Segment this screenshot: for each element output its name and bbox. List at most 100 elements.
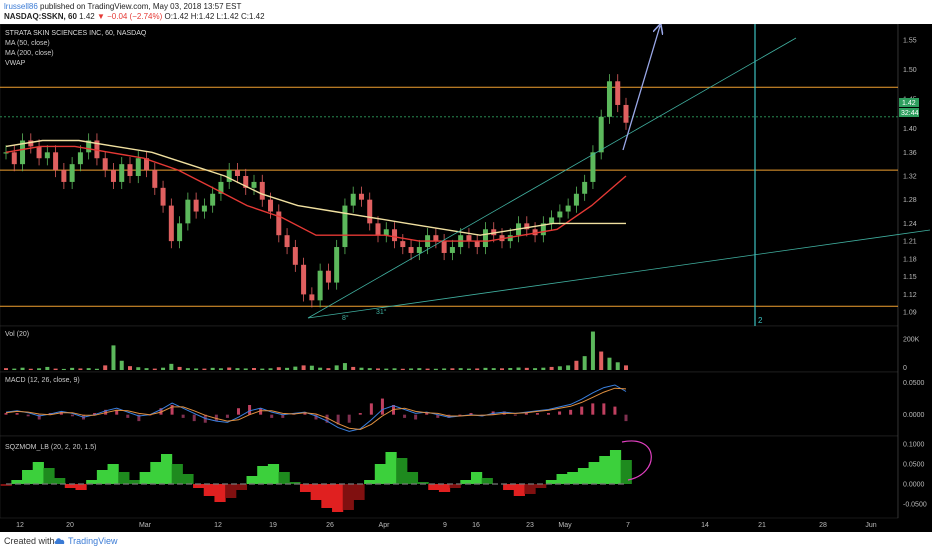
volume-bar-41[interactable] [342,363,347,370]
candle-70[interactable] [582,181,588,194]
candle-17[interactable] [144,158,150,171]
candle-0[interactable] [3,152,9,154]
candle-56[interactable] [466,235,472,242]
candle-6[interactable] [53,152,59,171]
volume-bar-43[interactable] [359,367,364,370]
candle-14[interactable] [119,164,125,182]
volume-bar-45[interactable] [376,368,380,370]
candle-10[interactable] [86,140,92,153]
volume-bar-27[interactable] [227,367,232,370]
sqzmom-panel[interactable] [0,435,899,519]
candle-33[interactable] [276,211,282,236]
candle-31[interactable] [259,181,265,200]
candle-38[interactable] [317,270,323,301]
candle-71[interactable] [590,152,596,182]
volume-bar-14[interactable] [119,360,124,370]
candle-39[interactable] [325,270,331,283]
candle-41[interactable] [342,205,348,248]
volume-bar-35[interactable] [293,366,298,370]
volume-bar-12[interactable] [103,365,108,370]
volume-bar-9[interactable] [78,368,83,370]
candle-2[interactable] [20,140,26,165]
volume-bar-68[interactable] [566,365,571,370]
candle-65[interactable] [540,223,546,236]
candle-58[interactable] [482,229,488,248]
volume-bar-6[interactable] [53,368,58,370]
volume-bar-42[interactable] [351,366,356,370]
volume-bar-30[interactable] [252,368,256,370]
volume-bar-63[interactable] [524,367,529,370]
candle-1[interactable] [11,152,17,165]
candle-63[interactable] [524,223,530,230]
price-panel[interactable] [0,24,899,327]
volume-bar-46[interactable] [384,368,389,370]
volume-bar-39[interactable] [326,368,331,370]
volume-bar-47[interactable] [392,368,397,370]
volume-bar-66[interactable] [549,366,554,370]
volume-bar-70[interactable] [582,356,587,370]
volume-bar-2[interactable] [20,367,25,370]
volume-bar-55[interactable] [458,368,463,370]
candle-37[interactable] [309,294,315,301]
candle-13[interactable] [110,170,116,182]
macd-signal-line[interactable] [5,387,627,431]
volume-bar-29[interactable] [243,368,248,370]
ma50-line[interactable] [5,145,627,242]
volume-bar-21[interactable] [177,366,182,370]
candle-18[interactable] [152,170,158,188]
candle-34[interactable] [284,235,290,248]
volume-bar-49[interactable] [409,368,414,370]
candle-74[interactable] [615,81,621,105]
volume-bar-50[interactable] [417,368,422,370]
candle-12[interactable] [102,158,108,171]
candle-27[interactable] [226,170,232,182]
volume-bar-53[interactable] [442,368,447,370]
volume-bar-23[interactable] [194,368,199,370]
volume-bar-61[interactable] [508,368,513,370]
volume-bar-64[interactable] [533,368,538,370]
volume-bar-38[interactable] [318,367,323,370]
candle-45[interactable] [375,223,381,236]
macd-panel[interactable] [0,371,899,437]
volume-bar-44[interactable] [367,368,372,370]
candle-8[interactable] [69,164,75,182]
candle-24[interactable] [201,205,207,212]
volume-bar-17[interactable] [144,368,149,370]
trendline-shallow[interactable] [307,229,931,319]
volume-bar-7[interactable] [61,368,66,370]
volume-bar-34[interactable] [285,367,290,370]
candle-22[interactable] [185,199,191,224]
volume-bar-40[interactable] [334,365,339,370]
volume-bar-16[interactable] [136,367,141,370]
volume-bar-48[interactable] [400,368,405,370]
volume-bar-33[interactable] [276,367,281,370]
candle-50[interactable] [416,247,422,253]
candle-75[interactable] [623,104,629,123]
volume-bar-8[interactable] [70,367,75,370]
candle-16[interactable] [135,158,141,176]
volume-bar-5[interactable] [45,366,50,370]
volume-bar-69[interactable] [574,360,579,370]
candle-19[interactable] [160,187,166,206]
candle-59[interactable] [491,229,497,236]
volume-bar-72[interactable] [599,351,604,370]
candle-36[interactable] [301,264,307,295]
candle-29[interactable] [243,176,249,188]
candle-7[interactable] [61,170,67,182]
candle-43[interactable] [358,193,364,200]
candle-61[interactable] [507,235,513,242]
candle-52[interactable] [433,235,439,242]
volume-bar-37[interactable] [309,365,314,370]
volume-panel[interactable] [0,325,899,373]
candle-48[interactable] [400,241,406,248]
volume-bar-51[interactable] [425,368,430,370]
volume-bar-18[interactable] [152,368,157,370]
volume-bar-74[interactable] [615,362,620,370]
candle-67[interactable] [557,211,563,218]
volume-bar-15[interactable] [128,366,132,370]
volume-bar-52[interactable] [433,368,438,370]
candle-9[interactable] [77,152,83,165]
volume-bar-31[interactable] [260,368,265,370]
volume-bar-71[interactable] [590,331,595,370]
volume-bar-20[interactable] [169,363,174,370]
